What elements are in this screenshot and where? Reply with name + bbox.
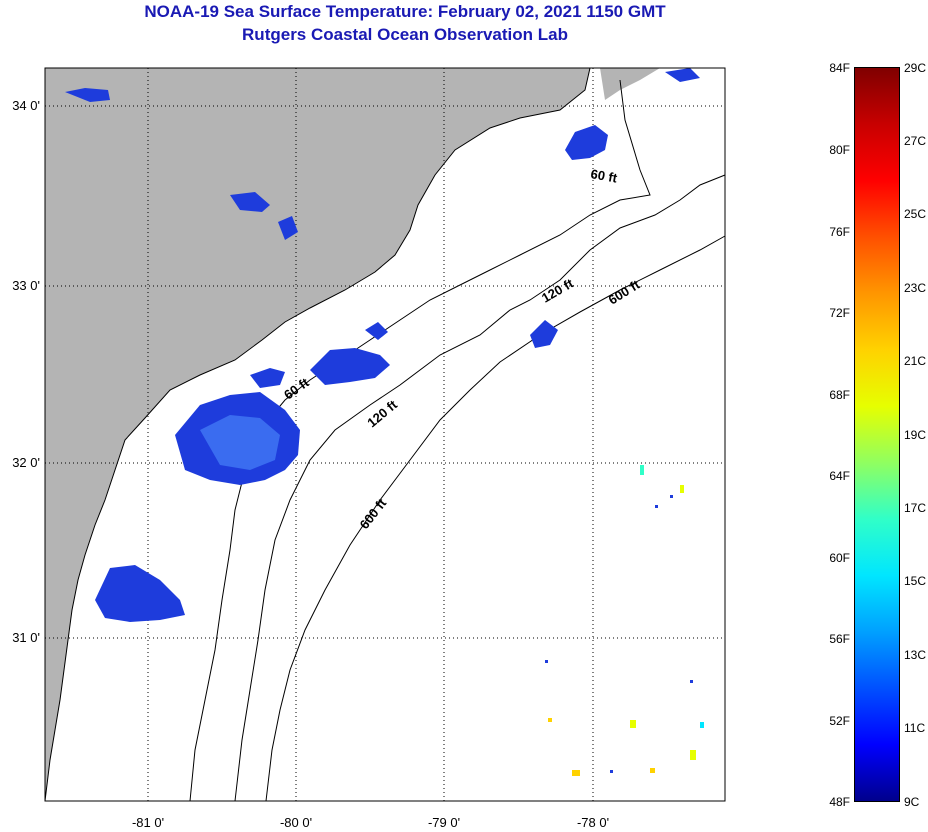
colorbar-label-48f: 48F [829,795,850,809]
colorbar-label-84f: 84F [829,61,850,75]
lon-label-80: -80 0' [279,815,313,830]
lat-label-31: 31 0' [12,630,40,645]
coastline [44,67,591,802]
land-area-northeast [600,68,660,100]
colorbar-label-13c: 13C [904,648,927,662]
land-area [45,68,590,801]
colorbar-label-29c: 29C [904,61,927,75]
colorbar-label-23c: 23C [904,281,927,295]
temperature-colorbar [854,67,900,802]
colorbar-label-64f: 64F [829,469,850,483]
colorbar-label-9c: 9C [904,795,920,809]
colorbar-label-17c: 17C [904,501,927,515]
isobath-60ft [189,79,651,802]
lon-label-81: -81 0' [131,815,165,830]
colorbar-label-56f: 56F [829,632,850,646]
colorbar-label-27c: 27C [904,134,927,148]
lat-label-34: 34 0' [12,98,40,113]
chart-title: NOAA-19 Sea Surface Temperature: Februar… [144,2,666,21]
colorbar-label-52f: 52F [829,714,850,728]
isobath-120ft [234,174,726,802]
colorbar-label-68f: 68F [829,388,850,402]
sst-data-patches [65,68,700,622]
lon-label-79: -79 0' [427,815,461,830]
lon-label-78: -78 0' [576,815,610,830]
isobath-label-60ft-north: 60 ft [589,166,619,186]
lat-label-32: 32 0' [12,455,40,470]
isobath-600ft [265,235,726,802]
colorbar-label-80f: 80F [829,143,850,157]
colorbar-label-15c: 15C [904,574,927,588]
colorbar-label-21c: 21C [904,354,927,368]
graticule [45,68,725,801]
colorbar-label-19c: 19C [904,428,927,442]
sst-scattered-pixels [545,465,704,776]
colorbar-label-60f: 60F [829,551,850,565]
colorbar-label-25c: 25C [904,207,927,221]
map-frame [44,67,726,802]
colorbar-label-72f: 72F [829,306,850,320]
lat-label-33: 33 0' [12,278,40,293]
colorbar-label-76f: 76F [829,225,850,239]
colorbar-label-11c: 11C [904,721,926,735]
chart-subtitle: Rutgers Coastal Ocean Observation Lab [242,25,568,44]
